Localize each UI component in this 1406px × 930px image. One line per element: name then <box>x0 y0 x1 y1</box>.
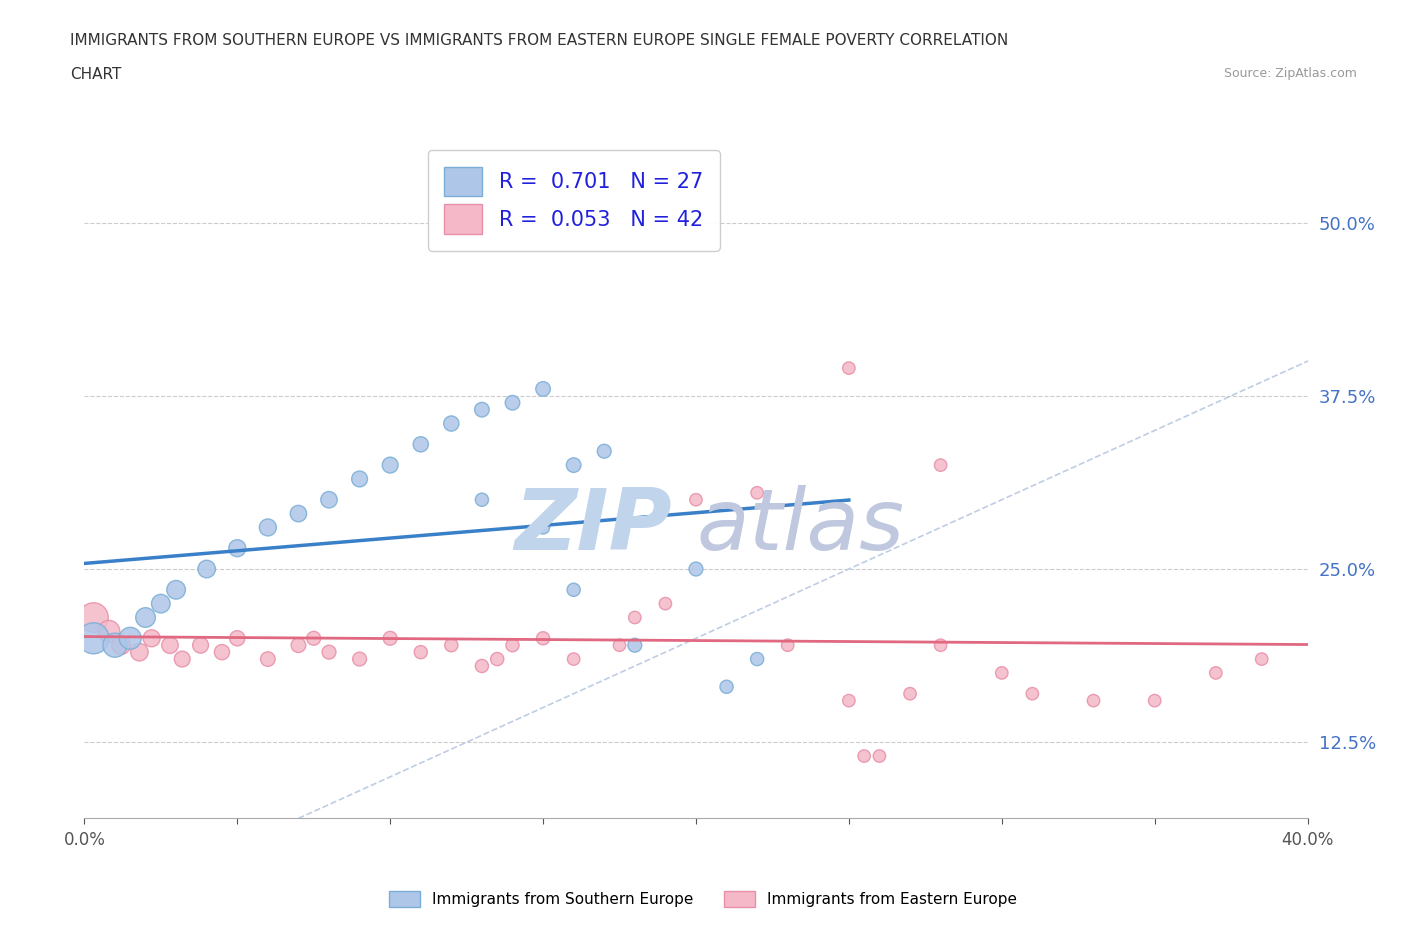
Point <box>776 638 799 653</box>
Point <box>1021 686 1043 701</box>
Point <box>135 610 157 625</box>
Point <box>302 631 325 645</box>
Point <box>141 631 163 645</box>
Point <box>502 395 524 410</box>
Point <box>440 416 463 431</box>
Point <box>654 596 676 611</box>
Point <box>409 437 432 452</box>
Point <box>349 652 371 667</box>
Point <box>685 492 707 507</box>
Point <box>929 458 952 472</box>
Point <box>318 644 340 659</box>
Point <box>195 562 218 577</box>
Point <box>128 644 150 659</box>
Point <box>838 693 860 708</box>
Point <box>226 540 249 555</box>
Point <box>110 638 132 653</box>
Point <box>226 631 249 645</box>
Point <box>562 652 585 667</box>
Point <box>747 485 769 500</box>
Point <box>1083 693 1105 708</box>
Point <box>531 381 554 396</box>
Point <box>440 638 463 653</box>
Point <box>409 644 432 659</box>
Point <box>1143 693 1166 708</box>
Point <box>172 652 194 667</box>
Point <box>531 631 554 645</box>
Point <box>120 631 142 645</box>
Point <box>624 610 647 625</box>
Point <box>471 658 494 673</box>
Point <box>747 652 769 667</box>
Text: Source: ZipAtlas.com: Source: ZipAtlas.com <box>1223 67 1357 80</box>
Point <box>562 582 585 597</box>
Point <box>318 492 340 507</box>
Point <box>165 582 187 597</box>
Point <box>853 749 876 764</box>
Point <box>593 444 616 458</box>
Point <box>486 652 509 667</box>
Point <box>991 666 1014 681</box>
Point <box>838 361 860 376</box>
Point <box>190 638 212 653</box>
Point <box>257 652 280 667</box>
Point <box>97 624 120 639</box>
Point <box>716 679 738 694</box>
Point <box>1205 666 1227 681</box>
Point <box>149 596 172 611</box>
Point <box>104 638 127 653</box>
Point <box>609 638 631 653</box>
Point <box>531 520 554 535</box>
Text: IMMIGRANTS FROM SOUTHERN EUROPE VS IMMIGRANTS FROM EASTERN EUROPE SINGLE FEMALE : IMMIGRANTS FROM SOUTHERN EUROPE VS IMMIG… <box>70 33 1008 47</box>
Point <box>898 686 921 701</box>
Point <box>471 492 494 507</box>
Point <box>159 638 181 653</box>
Legend: Immigrants from Southern Europe, Immigrants from Eastern Europe: Immigrants from Southern Europe, Immigra… <box>384 884 1022 913</box>
Point <box>685 562 707 577</box>
Legend: R =  0.701   N = 27, R =  0.053   N = 42: R = 0.701 N = 27, R = 0.053 N = 42 <box>427 150 720 250</box>
Text: CHART: CHART <box>70 67 122 82</box>
Point <box>380 458 402 472</box>
Point <box>83 610 105 625</box>
Point <box>869 749 891 764</box>
Point <box>211 644 233 659</box>
Text: ZIP: ZIP <box>513 485 672 568</box>
Point <box>1250 652 1272 667</box>
Point <box>471 403 494 418</box>
Point <box>380 631 402 645</box>
Point <box>257 520 280 535</box>
Point <box>624 638 647 653</box>
Point <box>287 638 309 653</box>
Text: atlas: atlas <box>696 485 904 568</box>
Point <box>349 472 371 486</box>
Point <box>929 638 952 653</box>
Point <box>83 631 105 645</box>
Point <box>562 458 585 472</box>
Point <box>502 638 524 653</box>
Point <box>287 506 309 521</box>
